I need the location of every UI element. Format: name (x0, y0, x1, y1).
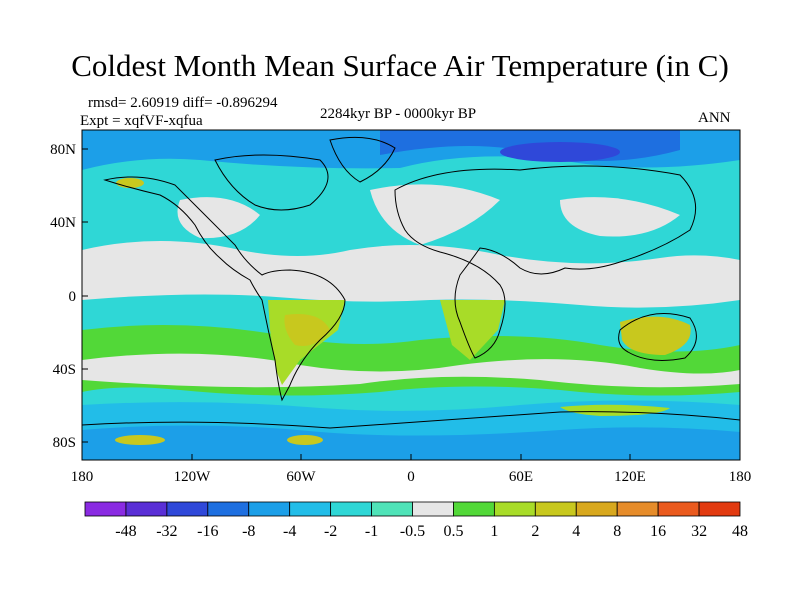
colorbar-label: -2 (324, 523, 337, 540)
colorbar-swatch (453, 501, 495, 517)
colorbar-swatch (84, 501, 127, 517)
lon-label-60w: 60W (286, 469, 316, 485)
colorbar-swatch (207, 501, 250, 517)
period-label: 2284kyr BP - 0000kyr BP (320, 106, 477, 122)
colorbar-swatch (534, 501, 577, 517)
field-australia-warm (620, 316, 691, 355)
lon-label-120e: 120E (614, 469, 646, 485)
field-tropical-neutral (82, 241, 740, 308)
lat-label-0: 0 (69, 289, 77, 305)
colorbar-label: -4 (283, 523, 296, 540)
field-arctic-deep (500, 142, 620, 162)
coastlines (82, 136, 740, 429)
coast-greenland (329, 136, 396, 183)
lat-axis: 80N 40N 0 40S 80S (50, 142, 88, 451)
field-atlantic-neutral (370, 184, 500, 245)
lon-label-0: 0 (407, 469, 415, 485)
colorbar-label: -0.5 (400, 523, 425, 540)
colorbar-swatch (125, 501, 168, 517)
colorbar-label: 8 (613, 523, 621, 540)
field-south-america-olive (284, 314, 330, 346)
colorbar-label: -1 (365, 523, 378, 540)
colorbar-swatch (289, 501, 332, 517)
field-weddell-warm (287, 435, 323, 445)
field-antarctic-inner (82, 425, 740, 460)
lon-label-180w: 180 (71, 469, 94, 485)
field-america-neutral (177, 197, 260, 239)
lon-axis: 180 120W 60W 0 60E 120E 180 (71, 454, 752, 485)
colorbar-label: -32 (156, 523, 177, 540)
colorbar-swatch (248, 501, 291, 517)
colorbar: -48 -32 -16 -8 -4 -2 -1 -0.5 0.5 1 2 4 8 16 32 48 (84, 501, 748, 540)
colorbar-label: 32 (691, 523, 707, 540)
colorbar-label: 4 (572, 523, 580, 540)
lat-label-40s: 40S (53, 362, 76, 378)
field-southern-neutral (82, 353, 740, 388)
experiment-label: Expt = xqfVF-xqfua (80, 113, 203, 129)
colorbar-swatch (657, 501, 700, 517)
coast-australia (618, 313, 697, 361)
colorbar-swatch (493, 501, 536, 517)
field-africa-warm (440, 300, 505, 360)
colorbar-swatch (412, 501, 454, 517)
colorbar-swatch (616, 501, 659, 517)
lat-label-40n: 40N (50, 215, 76, 231)
map-field (82, 130, 740, 460)
chart-title: Coldest Month Mean Surface Air Temperatu… (71, 48, 729, 83)
colorbar-label: -16 (197, 523, 218, 540)
colorbar-label: -48 (115, 523, 136, 540)
colorbar-label: 0.5 (443, 523, 463, 540)
rmsd-diff-label: rmsd= 2.60919 diff= -0.896294 (88, 95, 278, 111)
colorbar-swatch (575, 501, 618, 517)
coast-canada (214, 154, 329, 211)
field-ross-warm (115, 435, 165, 445)
colorbar-swatch (371, 501, 413, 517)
colorbar-label: -8 (242, 523, 255, 540)
colorbar-label: 1 (490, 523, 498, 540)
lat-label-80n: 80N (50, 142, 76, 158)
colorbar-label: 2 (531, 523, 539, 540)
field-asia-neutral (560, 197, 680, 237)
coast-antarctica (82, 411, 740, 429)
colorbar-swatch (698, 501, 741, 517)
lon-label-180e: 180 (729, 469, 752, 485)
lon-label-120w: 120W (174, 469, 212, 485)
coast-americas (103, 176, 346, 402)
coast-eurasia-africa (394, 165, 697, 359)
season-label: ANN (698, 110, 731, 126)
lon-label-60e: 60E (509, 469, 533, 485)
colorbar-swatch (330, 501, 372, 517)
colorbar-label: 16 (650, 523, 666, 540)
lat-label-80s: 80S (53, 435, 76, 451)
field-alaska-warm (116, 178, 144, 188)
colorbar-label: 48 (732, 523, 748, 540)
colorbar-swatch (166, 501, 209, 517)
